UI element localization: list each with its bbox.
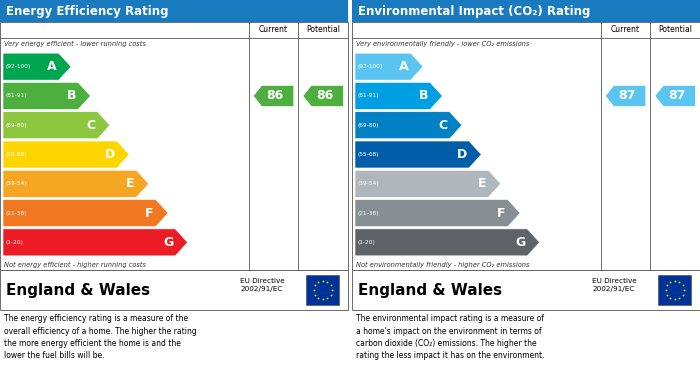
Text: Environmental Impact (CO₂) Rating: Environmental Impact (CO₂) Rating <box>358 5 590 18</box>
Text: (92-100): (92-100) <box>358 64 384 69</box>
Bar <box>306 275 340 305</box>
Text: (81-91): (81-91) <box>6 93 27 99</box>
Polygon shape <box>355 229 540 256</box>
Text: (81-91): (81-91) <box>358 93 379 99</box>
Bar <box>352 270 700 310</box>
Text: 86: 86 <box>267 90 284 102</box>
Polygon shape <box>253 85 294 106</box>
Text: (21-38): (21-38) <box>6 211 27 215</box>
Text: (92-100): (92-100) <box>6 64 32 69</box>
Text: (1-20): (1-20) <box>358 240 376 245</box>
Polygon shape <box>355 83 442 109</box>
Text: The environmental impact rating is a measure of
a home's impact on the environme: The environmental impact rating is a mea… <box>356 314 545 361</box>
Text: 86: 86 <box>316 90 333 102</box>
Text: Not environmentally friendly - higher CO₂ emissions: Not environmentally friendly - higher CO… <box>356 262 529 268</box>
Text: Energy Efficiency Rating: Energy Efficiency Rating <box>6 5 169 18</box>
Text: (39-54): (39-54) <box>6 181 28 186</box>
Polygon shape <box>3 199 168 226</box>
Polygon shape <box>606 85 646 106</box>
Text: F: F <box>497 206 506 220</box>
Bar <box>352 22 700 270</box>
Text: (1-20): (1-20) <box>6 240 24 245</box>
Text: EU Directive
2002/91/EC: EU Directive 2002/91/EC <box>592 278 637 292</box>
Text: (55-68): (55-68) <box>6 152 27 157</box>
Text: D: D <box>456 148 467 161</box>
Text: G: G <box>515 236 525 249</box>
Bar <box>658 275 692 305</box>
Text: B: B <box>66 90 76 102</box>
Text: Current: Current <box>259 25 288 34</box>
Text: 87: 87 <box>668 90 685 102</box>
Polygon shape <box>355 170 500 197</box>
Text: England & Wales: England & Wales <box>6 283 150 298</box>
Text: Potential: Potential <box>306 25 340 34</box>
Text: (21-38): (21-38) <box>358 211 379 215</box>
Text: 87: 87 <box>619 90 636 102</box>
Text: C: C <box>438 119 447 132</box>
Text: (69-80): (69-80) <box>6 123 27 128</box>
Bar <box>0 0 348 22</box>
Text: Very energy efficient - lower running costs: Very energy efficient - lower running co… <box>4 41 146 47</box>
Text: D: D <box>105 148 115 161</box>
Bar <box>0 270 348 310</box>
Polygon shape <box>3 229 188 256</box>
Polygon shape <box>3 141 130 168</box>
Text: A: A <box>47 60 57 73</box>
Polygon shape <box>3 112 110 139</box>
Bar <box>0 22 348 270</box>
Text: Potential: Potential <box>658 25 692 34</box>
Bar <box>352 0 700 22</box>
Text: E: E <box>126 177 134 190</box>
Text: EU Directive
2002/91/EC: EU Directive 2002/91/EC <box>240 278 285 292</box>
Text: C: C <box>86 119 95 132</box>
Polygon shape <box>355 199 520 226</box>
Polygon shape <box>355 112 462 139</box>
Polygon shape <box>3 170 148 197</box>
Text: Not energy efficient - higher running costs: Not energy efficient - higher running co… <box>4 262 146 268</box>
Text: E: E <box>478 177 486 190</box>
Text: (55-68): (55-68) <box>358 152 379 157</box>
Text: G: G <box>163 236 173 249</box>
Text: Very environmentally friendly - lower CO₂ emissions: Very environmentally friendly - lower CO… <box>356 41 529 47</box>
Polygon shape <box>355 53 423 80</box>
Text: Current: Current <box>611 25 640 34</box>
Text: (39-54): (39-54) <box>358 181 379 186</box>
Polygon shape <box>3 53 71 80</box>
Text: England & Wales: England & Wales <box>358 283 502 298</box>
Text: A: A <box>399 60 409 73</box>
Text: (69-80): (69-80) <box>358 123 379 128</box>
Polygon shape <box>655 85 695 106</box>
Text: F: F <box>146 206 154 220</box>
Polygon shape <box>3 83 90 109</box>
Polygon shape <box>303 85 344 106</box>
Polygon shape <box>355 141 482 168</box>
Text: The energy efficiency rating is a measure of the
overall efficiency of a home. T: The energy efficiency rating is a measur… <box>4 314 197 361</box>
Text: B: B <box>419 90 428 102</box>
